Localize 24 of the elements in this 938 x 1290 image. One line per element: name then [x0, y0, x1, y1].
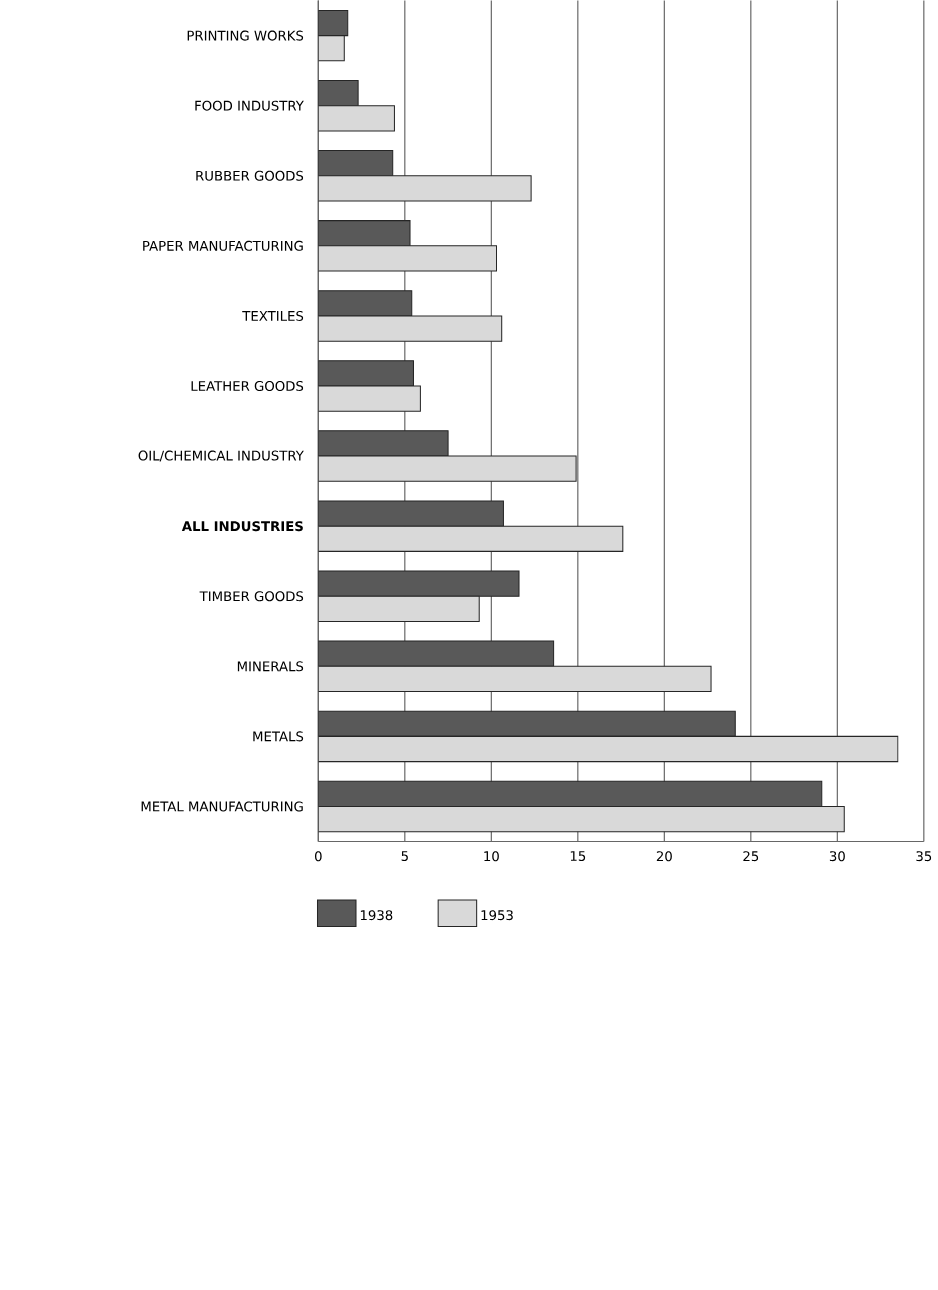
bar [318, 290, 413, 317]
bar [318, 595, 481, 622]
bar [318, 735, 899, 763]
bar [318, 35, 345, 61]
bar [318, 430, 449, 457]
bar [318, 245, 498, 272]
bar [318, 9, 349, 37]
bar [318, 780, 823, 807]
bar [318, 175, 533, 202]
bar [318, 710, 737, 737]
bar [318, 640, 555, 667]
bar [318, 455, 578, 482]
bar [318, 665, 712, 693]
bar [318, 150, 394, 177]
bar [318, 525, 624, 552]
bar [318, 805, 846, 833]
bar [318, 79, 360, 107]
bar [318, 105, 396, 132]
bar [318, 570, 520, 597]
bar [318, 360, 415, 387]
bar [318, 220, 411, 247]
bar [318, 315, 503, 342]
bar [318, 500, 505, 527]
bar [318, 385, 422, 412]
